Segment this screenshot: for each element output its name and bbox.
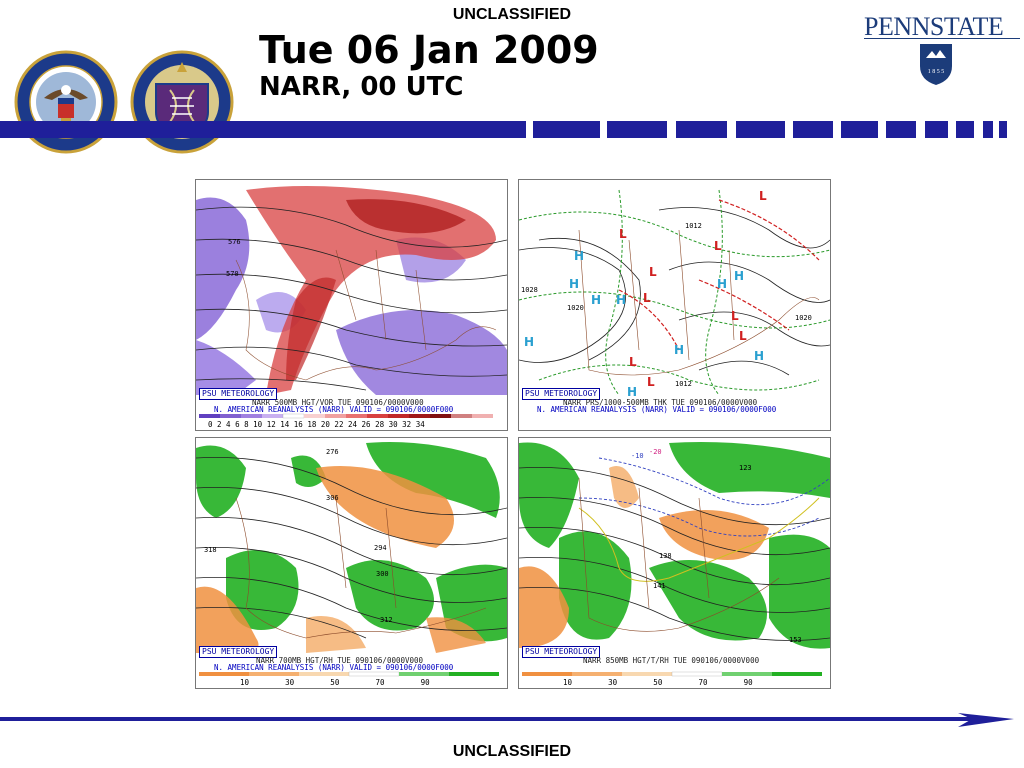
header-stripe-segment [793,121,833,138]
footer-rule-line [0,717,978,721]
contour-label: 123 [739,464,752,472]
high-pressure-marker: H [574,249,584,263]
psu-meteorology-label: PSU METEOROLOGY [199,388,278,400]
header-stripe-segment [676,121,727,138]
header-stripe-segment [533,121,600,138]
slide-subtitle: NARR, 00 UTC [259,72,464,102]
contour-label: 300 [376,570,389,578]
contour-label: 294 [374,544,387,552]
colorbar-rh [199,671,499,677]
colorbar-tick-labels: 10 30 50 70 90 [240,678,430,687]
dtra-seal-logo [14,50,118,154]
high-pressure-marker: H [754,349,764,363]
low-pressure-marker: L [739,329,747,343]
psu-meteorology-label: PSU METEOROLOGY [199,646,278,658]
temperature-label: -10 [631,452,644,460]
psu-meteorology-label: PSU METEOROLOGY [522,646,601,658]
colorbar-tick-labels: 0 2 4 6 8 10 12 14 16 18 20 22 24 26 28 … [208,420,425,429]
header-stripe-segment [841,121,878,138]
temp-rh-850mb-map-graphic: -10 -20 123 138 141 153 [519,438,830,688]
weather-map-700mb-rh: 276 306 318 312 300 294 PSU METEOROLOGY … [195,437,508,689]
header-stripe-segment [999,121,1007,138]
temperature-label: -20 [649,448,662,456]
map-caption-product: NARR 850MB HGT/T/RH TUE 090106/0000V000 [583,656,760,665]
isobar-label: 1012 [685,222,702,230]
psu-shield-icon: 1 8 5 5 [920,44,952,85]
weather-map-500mb-vorticity: 576 570 PSU METEOROLOGY NARR 500MB HGT/V… [195,179,508,431]
high-pressure-marker: H [616,293,626,307]
header-stripe-segment [607,121,667,138]
classification-banner-top: UNCLASSIFIED [452,6,572,23]
low-pressure-marker: L [649,265,657,279]
contour-label: 306 [326,494,339,502]
isobar-label: 1020 [795,314,812,322]
contour-label: 318 [204,546,217,554]
header-stripe-main [0,121,526,138]
header-stripe-segment [925,121,948,138]
high-pressure-marker: H [734,269,744,283]
penn-state-wordmark: PENNSTATE [864,12,1004,41]
low-pressure-marker: L [759,189,767,203]
low-pressure-marker: L [714,239,722,253]
contour-label: 141 [653,582,666,590]
contour-label: 576 [228,238,241,246]
map-caption-product: NARR PRS/1000-500MB THK TUE 090106/0000V… [563,398,758,407]
high-pressure-marker: H [717,277,727,291]
map-caption-product: NARR 500MB HGT/VOR TUE 090106/0000V000 [252,398,424,407]
psu-year-label: 1 8 5 5 [928,69,945,75]
colorbar-tick-labels: 10 30 50 70 90 [563,678,753,687]
psu-rule-line [864,38,1020,39]
jsto-seal-logo [130,50,234,154]
penn-state-logo: PENNSTATE 1 8 5 5 [864,12,1024,92]
classification-banner-bottom: UNCLASSIFIED [452,743,572,760]
header-stripe-segment [983,121,993,138]
high-pressure-marker: H [627,385,637,399]
map-caption-valid: N. AMERICAN REANALYSIS (NARR) VALID = 09… [214,405,454,414]
low-pressure-marker: L [629,355,637,369]
contour-label: 153 [789,636,802,644]
map-caption-product: NARR 700MB HGT/RH TUE 090106/0000V000 [256,656,424,665]
low-pressure-marker: L [731,309,739,323]
map-caption-valid: N. AMERICAN REANALYSIS (NARR) VALID = 09… [214,663,454,672]
header-stripe-segment [886,121,916,138]
low-pressure-marker: L [647,375,655,389]
psu-meteorology-label: PSU METEOROLOGY [522,388,601,400]
contour-label: 276 [326,448,339,456]
weather-map-850mb-temp-rh: -10 -20 123 138 141 153 PSU METEOROLOGY … [518,437,831,689]
header-stripe-segment [956,121,974,138]
slide-title: Tue 06 Jan 2009 [259,28,599,72]
contour-label: 570 [226,270,239,278]
contour-label: 138 [659,552,672,560]
colorbar-vorticity [199,413,493,419]
header-stripe-segment [736,121,785,138]
colorbar-rh [522,671,822,677]
low-pressure-marker: L [643,291,651,305]
weather-map-pressure-thickness: H H H H H H H H H H L L L L L L L L L 10… [518,179,831,431]
isobar-label: 1020 [567,304,584,312]
high-pressure-marker: H [591,293,601,307]
isobar-label: 1028 [521,286,538,294]
high-pressure-marker: H [674,343,684,357]
map-caption-valid: N. AMERICAN REANALYSIS (NARR) VALID = 09… [537,405,777,414]
high-pressure-marker: H [524,335,534,349]
contour-label: 312 [380,616,393,624]
low-pressure-marker: L [619,227,627,241]
isobar-label: 1012 [675,380,692,388]
high-pressure-marker: H [569,277,579,291]
footer-arrow-icon [958,713,1014,727]
